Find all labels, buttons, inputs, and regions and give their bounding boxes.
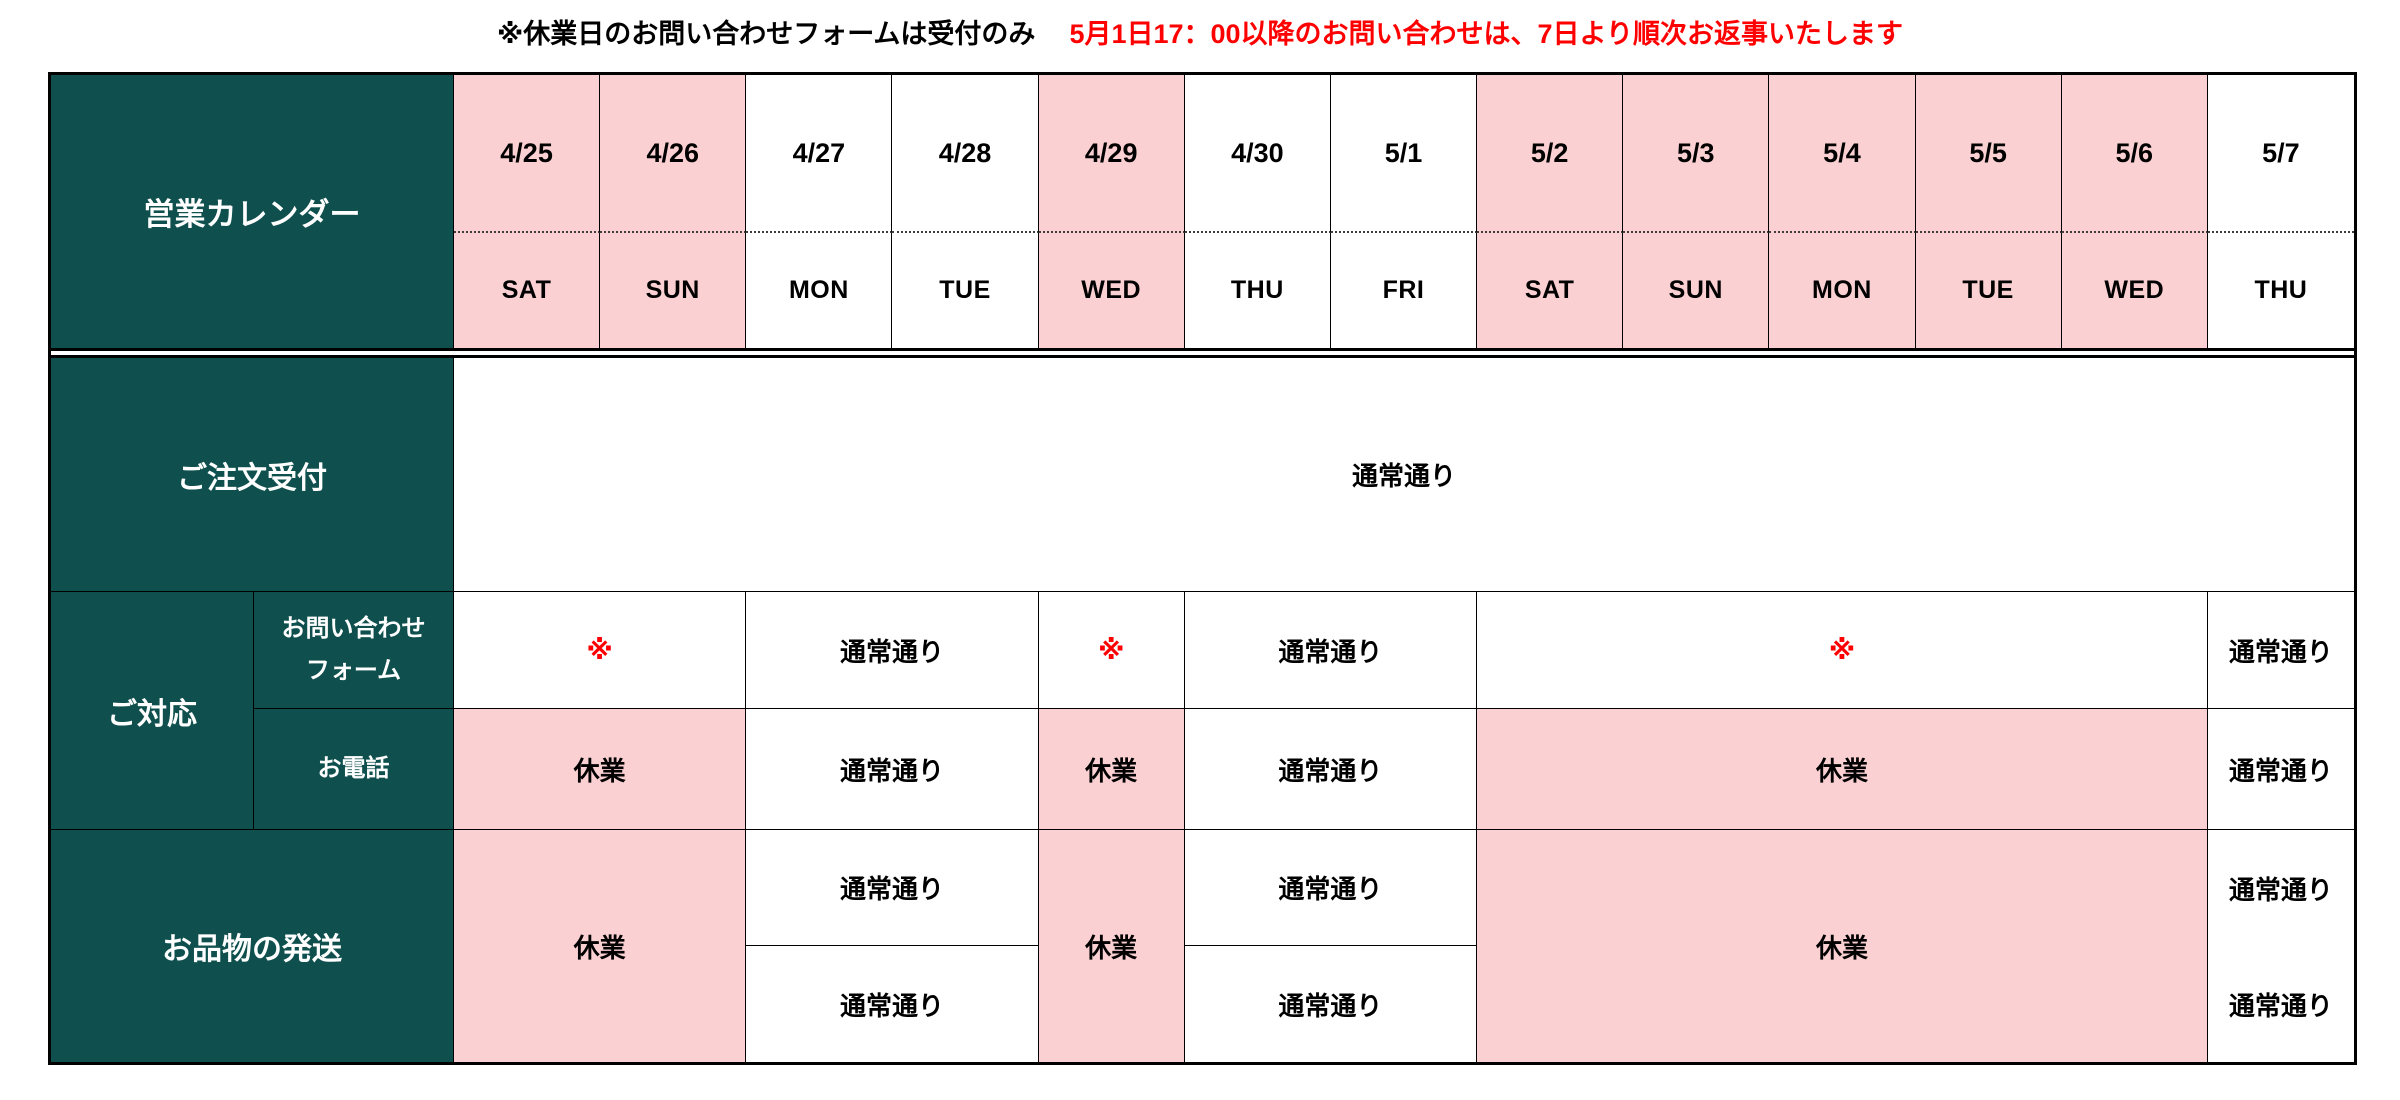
- shipping-status-cell: 通常通り: [746, 946, 1039, 1062]
- date-cell: 4/26: [600, 75, 747, 233]
- row-label-contact-form: お問い合わせ フォーム: [254, 592, 454, 709]
- dow-cell: TUE: [892, 233, 1039, 348]
- date-cell: 5/6: [2061, 75, 2208, 233]
- note-highlight-text: 5月1日17：00以降のお問い合わせは、7日より順次お返事いたします: [1069, 19, 1904, 49]
- order-status-cell: 通常通り: [454, 358, 2354, 592]
- contact-form-status-cell: ※: [454, 592, 747, 709]
- shipping-status-cell: 休業: [1477, 830, 2208, 1062]
- note-plain-text: ※休業日のお問い合わせフォームは受付のみ: [496, 19, 1036, 49]
- shipping-status-cell: 通常通り: [746, 830, 1039, 946]
- calendar-title: 営業カレンダー: [51, 75, 454, 348]
- date-cell: 4/30: [1184, 75, 1331, 233]
- dow-cell: SAT: [454, 233, 601, 348]
- shipping-status-cell: 通常通り: [1184, 946, 1478, 1062]
- phone-status-cell: 通常通り: [1184, 709, 1478, 830]
- date-cell: 4/29: [1038, 75, 1185, 233]
- date-cell: 5/3: [1623, 75, 1770, 233]
- phone-status-cell: 休業: [1477, 709, 2208, 830]
- row-label-shipping: お品物の発送: [51, 830, 454, 1062]
- contact-form-status-cell: ※: [1038, 592, 1185, 709]
- calendar-table: 営業カレンダー ご注文受付 ご対応 お問い合わせ フォーム お電話 お品物の発送…: [48, 72, 2357, 1065]
- date-cell: 4/25: [454, 75, 601, 233]
- date-cell: 4/28: [892, 75, 1039, 233]
- phone-status-cell: 休業: [454, 709, 747, 830]
- shipping-status-text: 通常通り: [2228, 874, 2333, 905]
- row-label-order: ご注文受付: [51, 358, 454, 592]
- phone-status-cell: 休業: [1038, 709, 1185, 830]
- shipping-status-cell: 通常通り: [1184, 830, 1478, 946]
- header-body-divider: [51, 348, 2354, 358]
- phone-status-cell: 通常通り: [746, 709, 1039, 830]
- contact-form-status-cell: 通常通り: [2207, 592, 2354, 709]
- dow-cell: MON: [1769, 233, 1916, 348]
- contact-form-status-cell: 通常通り: [746, 592, 1039, 709]
- phone-status-cell: 通常通り: [2207, 709, 2354, 830]
- shipping-status-cell: 休業: [1038, 830, 1185, 1062]
- dow-cell: WED: [1038, 233, 1185, 348]
- dow-cell: TUE: [1915, 233, 2062, 348]
- date-cell: 5/4: [1769, 75, 1916, 233]
- contact-form-label-lines: お問い合わせ フォーム: [281, 615, 426, 684]
- dow-cell: WED: [2061, 233, 2208, 348]
- row-label-phone: お電話: [254, 709, 454, 830]
- dow-cell: SUN: [600, 233, 747, 348]
- dow-cell: MON: [746, 233, 893, 348]
- shipping-status-cell: 休業: [454, 830, 747, 1062]
- contact-form-status-cell: 通常通り: [1184, 592, 1478, 709]
- dow-cell: FRI: [1330, 233, 1478, 348]
- dow-cell: THU: [2207, 233, 2354, 348]
- date-cell: 4/27: [746, 75, 893, 233]
- date-cell: 5/5: [1915, 75, 2062, 233]
- shipping-status-text: 通常通り: [2228, 990, 2333, 1021]
- dow-cell: SUN: [1623, 233, 1770, 348]
- row-label-response: ご対応: [51, 592, 254, 830]
- shipping-status-cell: 通常通り 通常通り: [2207, 830, 2354, 1062]
- dow-cell: SAT: [1477, 233, 1624, 348]
- dow-cell: THU: [1184, 233, 1331, 348]
- date-cell: 5/2: [1477, 75, 1624, 233]
- date-cell: 5/1: [1330, 75, 1478, 233]
- header-note: ※休業日のお問い合わせフォームは受付のみ 5月1日17：00以降のお問い合わせは、…: [0, 12, 2400, 51]
- contact-form-status-cell: ※: [1477, 592, 2208, 709]
- date-cell: 5/7: [2207, 75, 2354, 233]
